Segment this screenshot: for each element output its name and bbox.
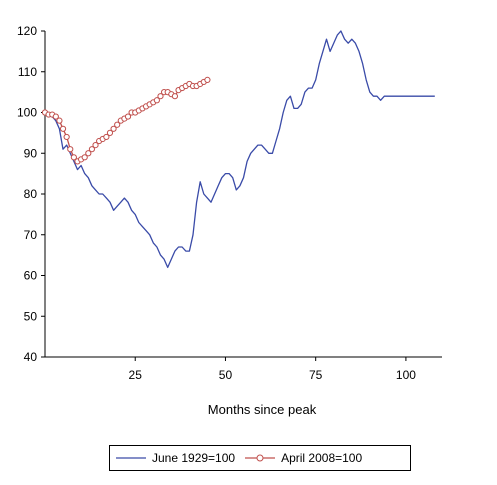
y-tick-label: 80 [24,187,38,201]
data-point [52,113,59,120]
legend-label: April 2008=100 [281,451,363,465]
data-point [114,121,121,128]
x-tick-label: 25 [129,368,143,382]
y-tick-label: 120 [17,24,37,38]
data-point [153,97,160,104]
x-tick-label: 100 [396,368,416,382]
legend-item: April 2008=100 [245,451,362,465]
x-tick-label: 50 [219,368,233,382]
data-point [124,113,132,120]
data-point [171,93,179,100]
data-point [56,117,63,124]
data-point [59,125,67,132]
data-point [70,154,77,161]
y-tick-label: 110 [18,65,37,79]
series-line [44,30,435,269]
data-point [92,142,99,149]
y-tick-label: 50 [24,309,38,323]
data-point [106,129,114,136]
axes: 40 50 60 70 80 90 100 110 120 25 50 75 100 [17,24,442,382]
legend-swatch [245,454,276,462]
x-tick-label: 75 [309,368,323,382]
y-tick-label: 60 [24,269,38,283]
data-point [103,133,110,141]
data-point [88,146,96,153]
series-layer [41,30,435,269]
legend-label: June 1929=100 [152,451,236,465]
data-point [85,150,92,157]
data-point [67,146,74,153]
y-tick-label: 40 [24,350,38,364]
data-point [110,125,117,132]
x-axis-title: Months since peak [208,402,317,417]
data-point [204,76,211,84]
data-point [81,154,88,161]
legend-swatch [116,457,146,459]
y-tick-label: 100 [17,106,37,120]
data-point [63,133,70,141]
legend: June 1929=100 April 2008=100 [109,445,411,471]
series-2 [41,76,211,165]
y-tick-label: 70 [24,228,38,242]
legend-item: June 1929=100 [116,451,235,465]
series-1 [44,30,435,269]
data-point [157,93,164,100]
y-tick-label: 90 [24,146,38,160]
